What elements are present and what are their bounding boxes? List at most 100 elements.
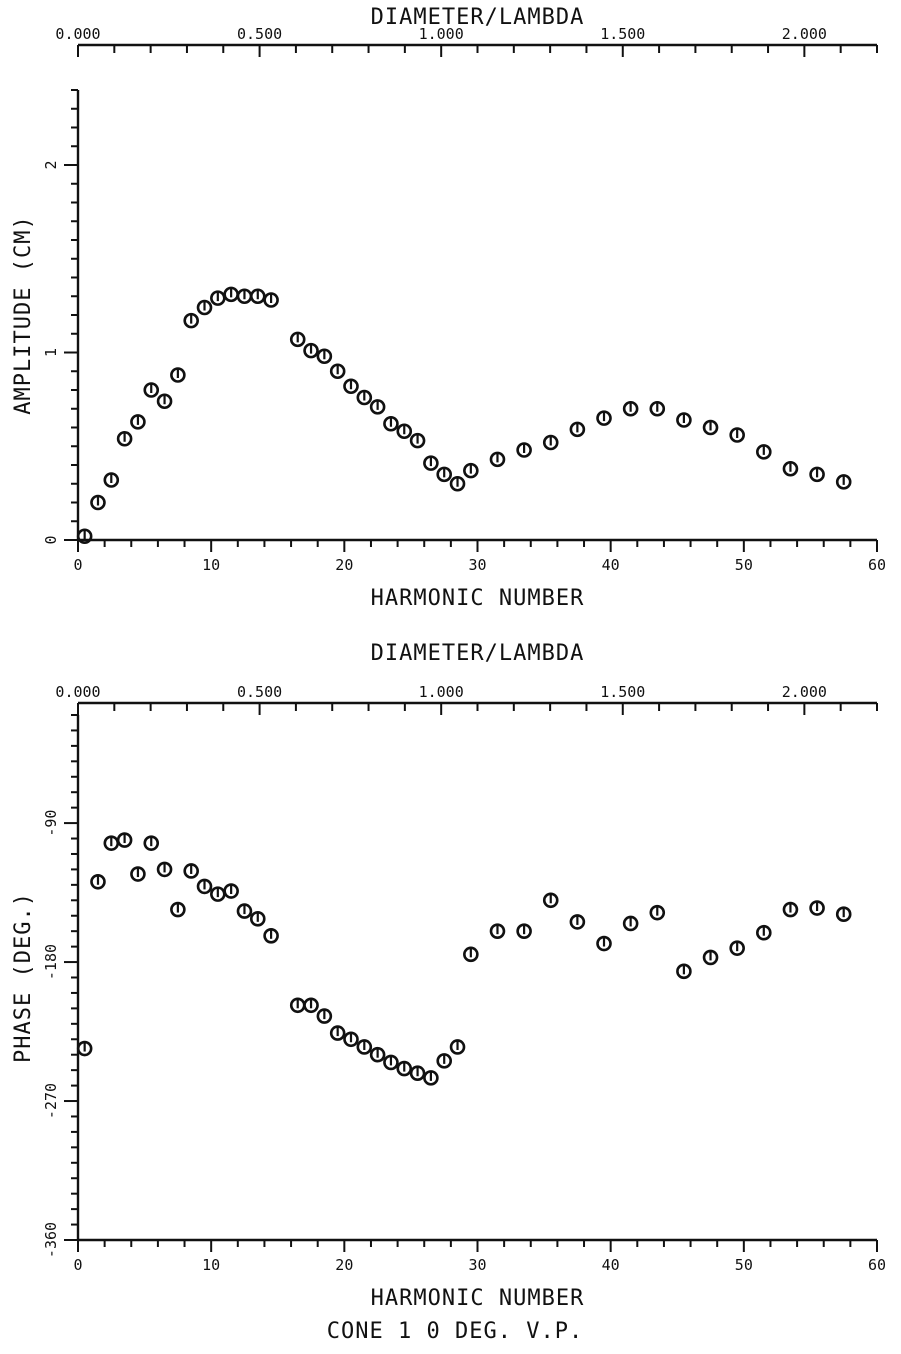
phase-plot: 0 10 20 30 40 50 60 0.000 0.500 1.000 1.500 2.000 -3…: [11, 641, 886, 1311]
data-point-ring: [463, 946, 479, 963]
data-point: [835, 906, 852, 922]
data-point-ring: [329, 363, 346, 380]
data-point: [676, 412, 692, 428]
top-tick-label: 1.000: [419, 683, 464, 701]
data-point-ring: [676, 963, 692, 980]
data-point-ring: [316, 1008, 333, 1024]
x-tick-label: 20: [335, 556, 353, 574]
data-point: [649, 904, 666, 921]
data-point-ring: [130, 414, 146, 430]
data-point-ring: [236, 903, 253, 919]
data-point-ring: [782, 901, 799, 918]
top-axis-title: DIAMETER/LAMBDA: [371, 5, 585, 30]
data-point: [303, 997, 319, 1014]
data-point-ring: [356, 1039, 373, 1055]
x-tick-label: 40: [602, 1256, 620, 1274]
data-point: [210, 290, 226, 306]
y-tick-label: -180: [42, 944, 60, 980]
data-point: [369, 1046, 386, 1063]
data-point-ring: [729, 427, 745, 443]
x-tick-label: 20: [335, 1256, 353, 1274]
data-point: [396, 1060, 413, 1077]
data-point: [463, 946, 479, 963]
data-point: [569, 421, 586, 438]
data-point: [809, 900, 825, 916]
y-tick-label: -360: [42, 1222, 60, 1258]
data-point: [156, 393, 173, 410]
data-point: [249, 288, 266, 305]
y-axis-title: PHASE (DEG.): [11, 892, 36, 1063]
data-point: [756, 924, 772, 941]
data-point: [436, 466, 453, 483]
data-point-ring: [90, 873, 106, 890]
data-point: [236, 288, 253, 305]
x-tick-label: 50: [735, 556, 753, 574]
data-point: [343, 1031, 359, 1048]
top-axis-title: DIAMETER/LAMBDA: [371, 641, 585, 666]
data-point-ring: [356, 389, 373, 406]
data-point: [649, 400, 666, 417]
data-point-ring: [409, 432, 426, 449]
data-point: [676, 963, 692, 980]
data-point: [489, 923, 506, 939]
data-point-ring: [569, 914, 586, 930]
y-tick-label: -90: [42, 810, 60, 837]
data-point-ring: [263, 928, 279, 944]
data-point: [782, 901, 799, 918]
data-point-ring: [303, 997, 319, 1014]
data-point: [143, 835, 160, 851]
data-point: [130, 866, 146, 882]
data-point-ring: [383, 1054, 399, 1071]
data-point-ring: [183, 312, 199, 329]
data-point-ring: [449, 1039, 466, 1055]
data-point: [116, 430, 133, 447]
y-tick-label: -270: [42, 1083, 60, 1119]
data-point: [516, 442, 532, 458]
x-tick-label: 10: [202, 1256, 220, 1274]
data-point-ring: [489, 451, 506, 468]
data-point-ring: [596, 935, 612, 952]
data-point-ring: [729, 940, 745, 956]
data-point: [183, 863, 199, 879]
data-point: [170, 367, 186, 383]
data-point-ring: [90, 494, 106, 511]
data-point-ring: [223, 883, 239, 899]
data-point-ring: [782, 460, 799, 477]
top-tick-label: 2.000: [782, 683, 827, 701]
data-point: [103, 472, 120, 488]
data-point-ring: [622, 915, 639, 932]
data-point: [596, 935, 612, 952]
data-point-ring: [263, 292, 279, 308]
data-point: [449, 475, 466, 492]
data-point: [143, 382, 160, 398]
top-tick-label: 0.000: [55, 25, 100, 43]
data-point: [90, 873, 106, 890]
y-axis-title: AMPLITUDE (CM): [11, 215, 36, 414]
data-point-ring: [809, 900, 825, 916]
data-point: [835, 474, 852, 490]
data-point: [409, 432, 426, 449]
top-tick-label: 2.000: [782, 25, 827, 43]
y-tick-label: 1: [42, 348, 60, 357]
data-point: [622, 400, 639, 417]
x-tick-label: 40: [602, 556, 620, 574]
data-point: [76, 528, 93, 545]
data-point-ring: [489, 923, 506, 939]
data-point-ring: [676, 412, 692, 428]
data-point-ring: [516, 923, 532, 939]
data-point-ring: [156, 861, 173, 878]
top-tick-label: 0.500: [237, 25, 282, 43]
top-tick-label: 1.500: [600, 25, 645, 43]
data-point-ring: [423, 1070, 439, 1086]
data-point-ring: [449, 475, 466, 492]
data-point: [569, 914, 586, 930]
top-tick-label: 0.000: [55, 683, 100, 701]
data-point-ring: [170, 367, 186, 383]
data-point: [356, 389, 373, 406]
data-point: [383, 1054, 399, 1071]
data-point-ring: [116, 430, 133, 447]
data-point-ring: [423, 455, 439, 471]
data-point-ring: [436, 1053, 453, 1069]
data-point: [116, 832, 133, 848]
data-point: [463, 462, 479, 479]
